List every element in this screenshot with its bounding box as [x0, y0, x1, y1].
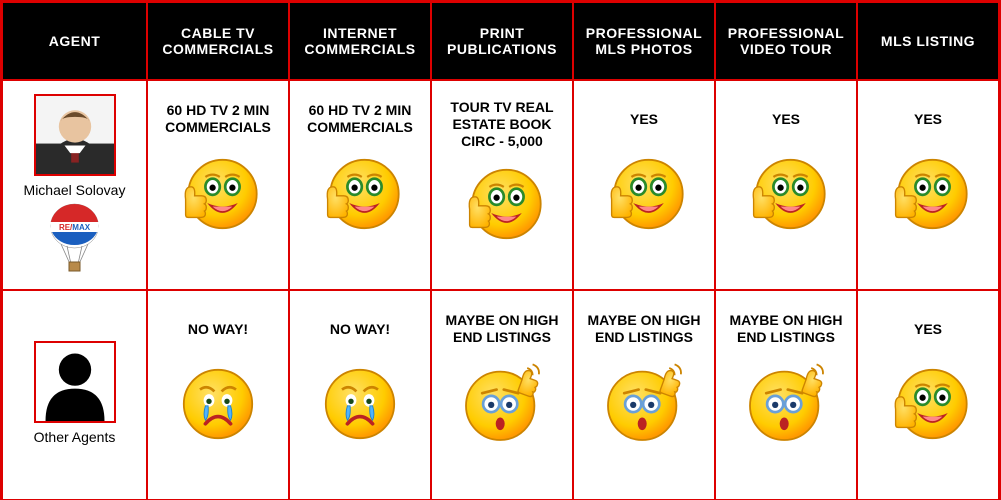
agent-cell-others: Other Agents [2, 290, 147, 500]
comparison-table: AGENT CABLE TV COMMERCIALS INTERNET COMM… [0, 0, 1001, 500]
cell-r1-c3: MAYBE ON HIGH END LISTINGS [573, 290, 715, 500]
thumbs-up-icon [173, 149, 263, 239]
col-header-mls: MLS LISTING [857, 2, 999, 80]
remax-balloon-icon [47, 202, 102, 277]
confused-icon [457, 359, 547, 449]
silhouette-icon [36, 341, 114, 423]
cell-r1-c5: YES [857, 290, 999, 500]
col-header-print: PRINT PUBLICATIONS [431, 2, 573, 80]
headshot-icon [36, 94, 114, 176]
cell-label: 60 HD TV 2 MIN COMMERCIALS [294, 99, 426, 139]
thumbs-up-icon [741, 149, 831, 239]
thumbs-up-icon [315, 149, 405, 239]
cell-r1-c1: NO WAY! [289, 290, 431, 500]
agent-name: Michael Solovay [24, 182, 126, 198]
cell-label: MAYBE ON HIGH END LISTINGS [436, 309, 568, 349]
col-header-video: PROFESSIONAL VIDEO TOUR [715, 2, 857, 80]
confused-icon [599, 359, 689, 449]
agent-name: Other Agents [34, 429, 116, 445]
cell-r1-c0: NO WAY! [147, 290, 289, 500]
thumbs-up-icon [599, 149, 689, 239]
crying-icon [315, 359, 405, 449]
cell-label: NO WAY! [188, 309, 248, 349]
col-header-photos: PROFESSIONAL MLS PHOTOS [573, 2, 715, 80]
cell-r0-c4: YES [715, 80, 857, 290]
agent-photo [34, 94, 116, 176]
cell-label: YES [772, 99, 800, 139]
cell-label: NO WAY! [330, 309, 390, 349]
cell-label: 60 HD TV 2 MIN COMMERCIALS [152, 99, 284, 139]
cell-label: MAYBE ON HIGH END LISTINGS [578, 309, 710, 349]
col-header-cable: CABLE TV COMMERCIALS [147, 2, 289, 80]
crying-icon [173, 359, 263, 449]
cell-r0-c1: 60 HD TV 2 MIN COMMERCIALS [289, 80, 431, 290]
cell-r1-c4: MAYBE ON HIGH END LISTINGS [715, 290, 857, 500]
agent-photo [34, 341, 116, 423]
thumbs-up-icon [883, 149, 973, 239]
col-header-internet: INTERNET COMMERCIALS [289, 2, 431, 80]
cell-r0-c2: TOUR TV REAL ESTATE BOOK CIRC - 5,000 [431, 80, 573, 290]
cell-label: MAYBE ON HIGH END LISTINGS [720, 309, 852, 349]
confused-icon [741, 359, 831, 449]
cell-r1-c2: MAYBE ON HIGH END LISTINGS [431, 290, 573, 500]
cell-r0-c5: YES [857, 80, 999, 290]
cell-label: TOUR TV REAL ESTATE BOOK CIRC - 5,000 [436, 99, 568, 149]
cell-r0-c3: YES [573, 80, 715, 290]
cell-label: YES [630, 99, 658, 139]
cell-label: YES [914, 99, 942, 139]
thumbs-up-icon [883, 359, 973, 449]
cell-label: YES [914, 309, 942, 349]
col-header-agent: AGENT [2, 2, 147, 80]
agent-cell-solovay: Michael Solovay [2, 80, 147, 290]
thumbs-up-icon [457, 159, 547, 249]
cell-r0-c0: 60 HD TV 2 MIN COMMERCIALS [147, 80, 289, 290]
